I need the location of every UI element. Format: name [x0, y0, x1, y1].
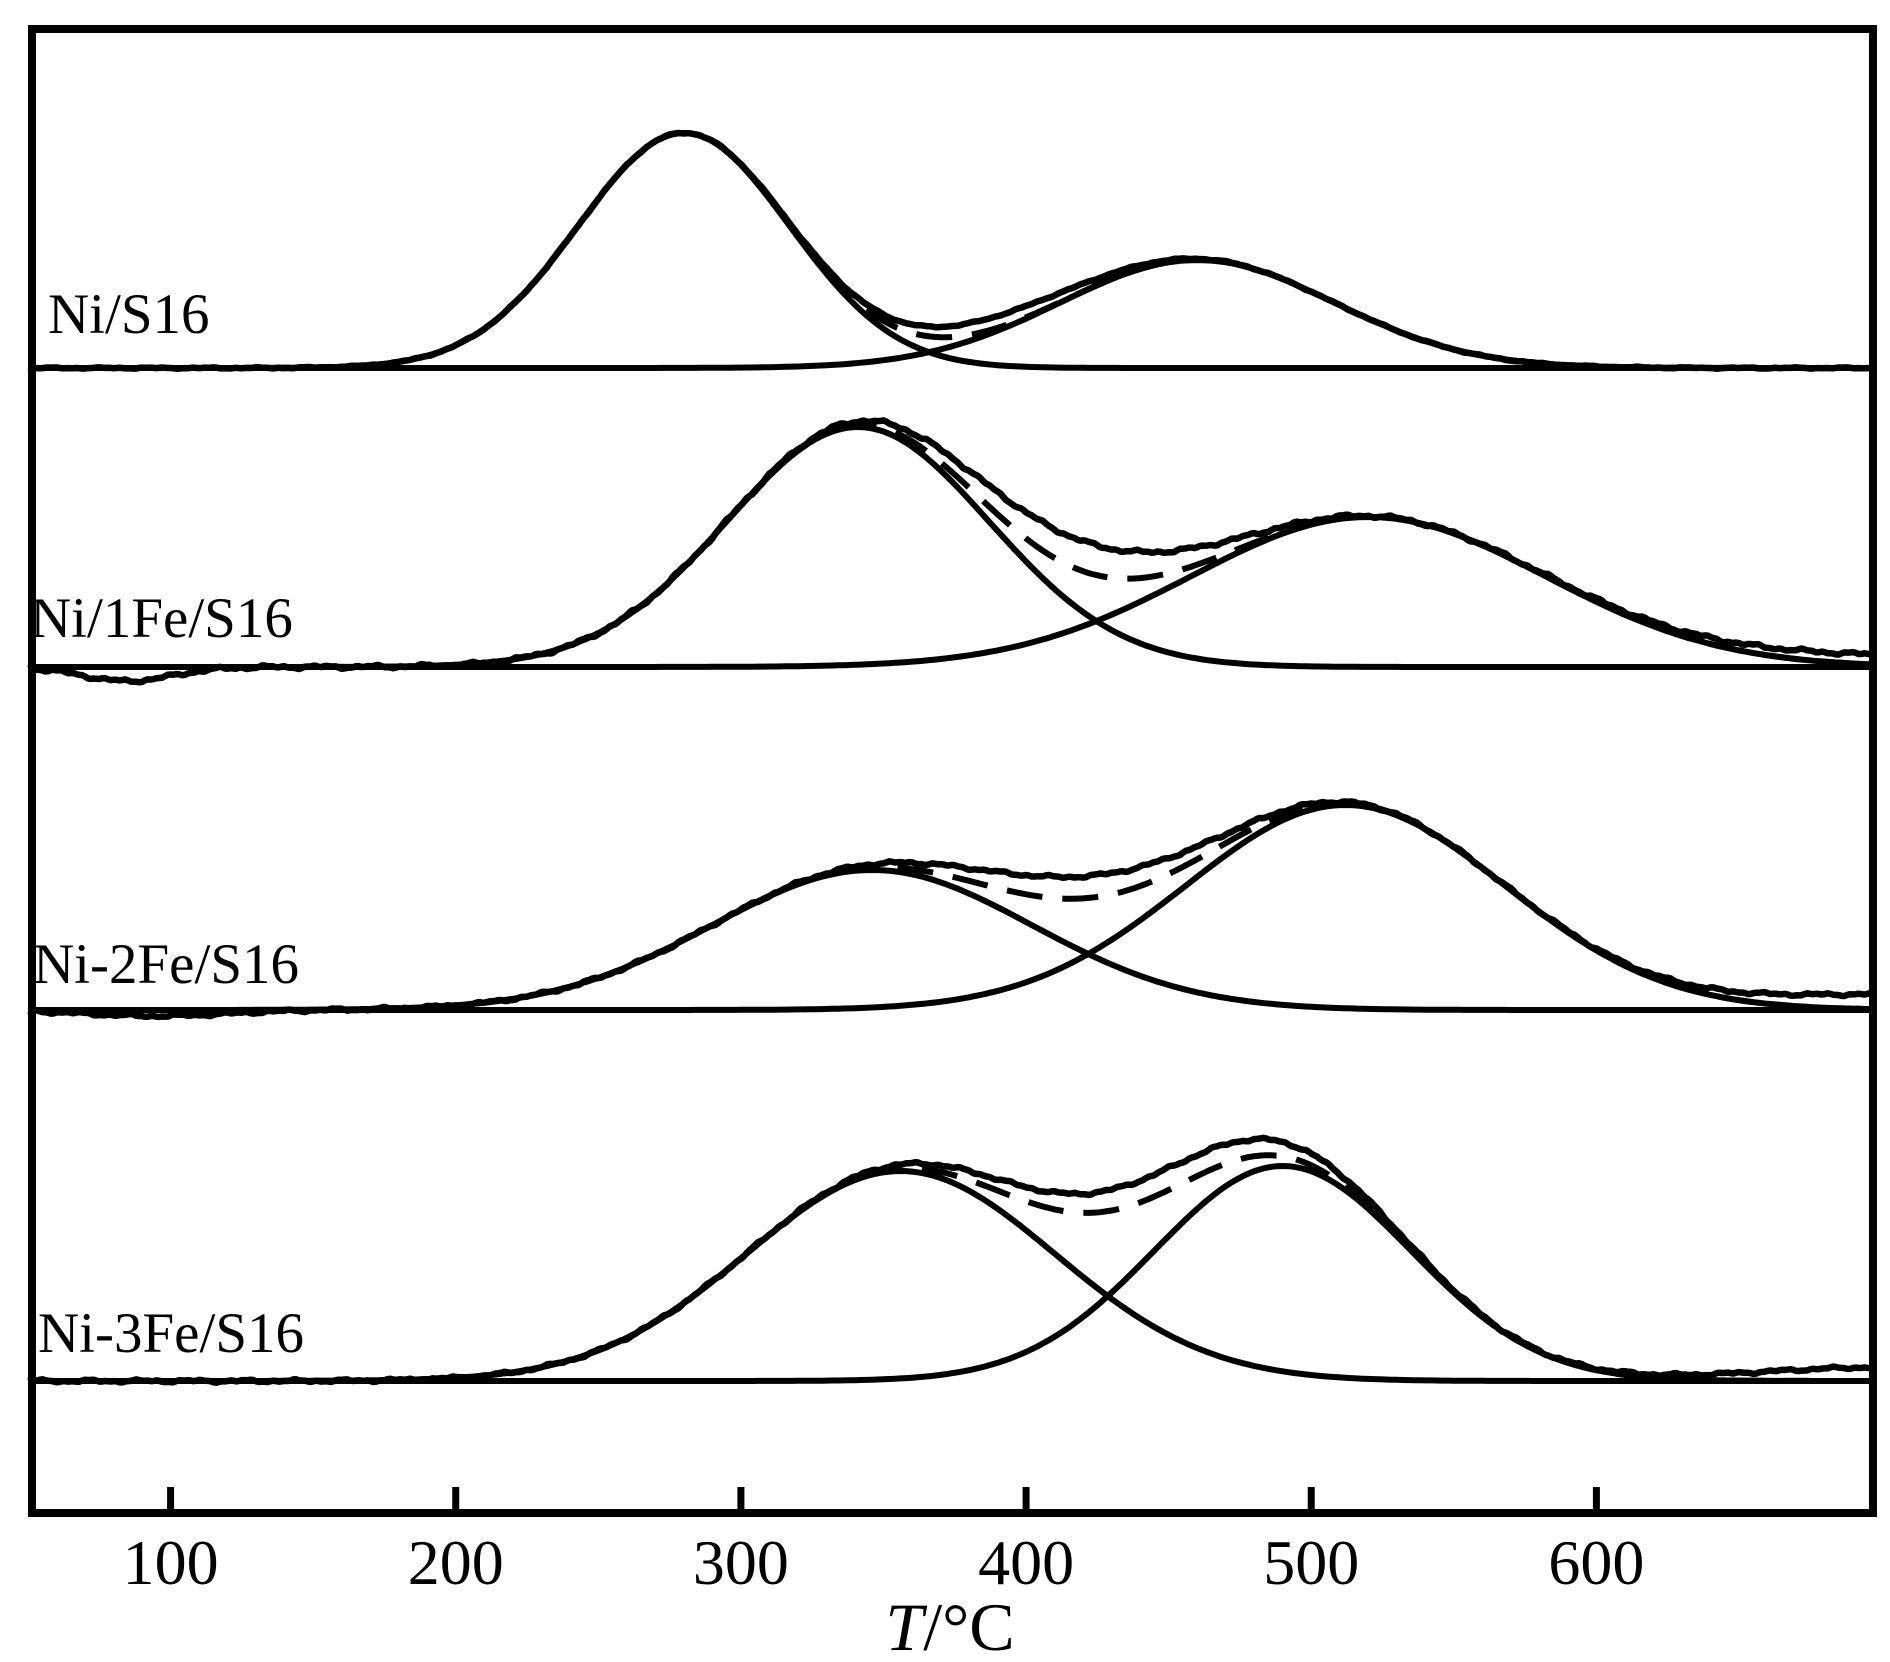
tick-label-600: 600	[1548, 1527, 1644, 1598]
tick-label-500: 500	[1263, 1527, 1359, 1598]
tpr-trace-ni-1fe-s16	[27, 417, 1874, 686]
tick-label-400: 400	[978, 1527, 1074, 1598]
curves-layer	[27, 129, 1875, 1386]
x-axis-title: T/°C	[885, 1589, 1014, 1662]
x-axis-ticks	[167, 1487, 1600, 1513]
tpr-trace-ni-s16	[27, 129, 1874, 372]
experimental-curve	[27, 129, 1874, 372]
experimental-curve	[27, 798, 1874, 1021]
experimental-curve	[27, 417, 1874, 686]
experimental-curve	[27, 1134, 1875, 1386]
trace-labels: Ni/S16 Ni/1Fe/S16 Ni-2Fe/S16 Ni-3Fe/S16	[30, 283, 304, 1365]
trace-label-ni-3fe-s16: Ni-3Fe/S16	[38, 1302, 304, 1365]
trace-label-ni-1fe-s16: Ni/1Fe/S16	[30, 587, 293, 650]
tick-label-100: 100	[123, 1527, 219, 1598]
tick-label-200: 200	[408, 1527, 504, 1598]
tpr-trace-ni-2fe-s16	[27, 798, 1874, 1021]
x-axis-tick-labels: 100 200 300 400 500 600	[123, 1527, 1645, 1598]
tick-label-300: 300	[693, 1527, 789, 1598]
trace-label-ni-2fe-s16: Ni-2Fe/S16	[33, 933, 299, 996]
tpr-trace-ni-3fe-s16	[27, 1134, 1875, 1386]
plot-border	[28, 25, 1877, 1517]
x-axis-title-symbol: T	[885, 1589, 927, 1662]
trace-label-ni-s16: Ni/S16	[48, 283, 210, 346]
x-axis-title-unit: /°C	[923, 1589, 1014, 1662]
